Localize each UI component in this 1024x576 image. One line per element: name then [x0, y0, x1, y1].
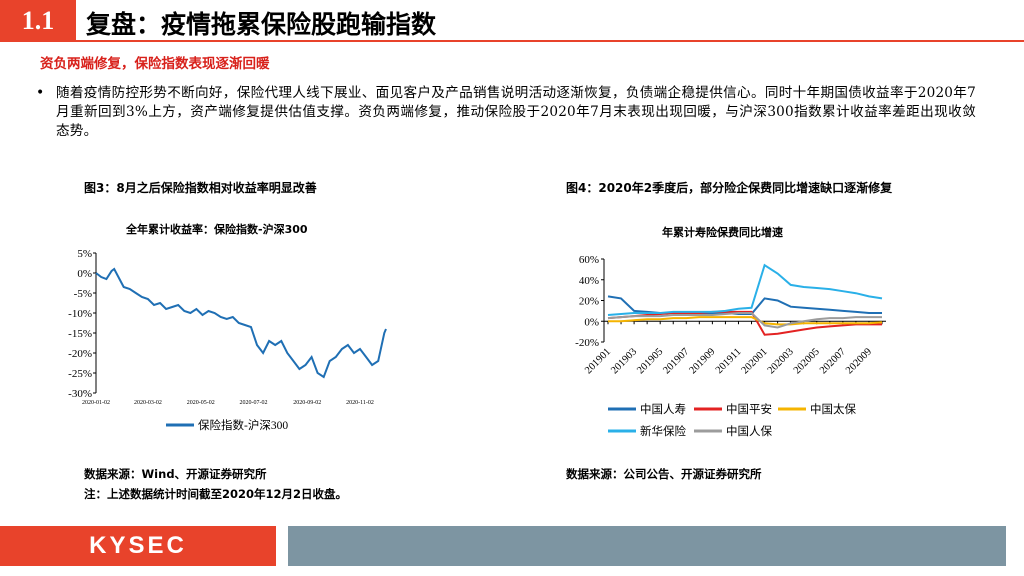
figure4-chart: 60%40%20%0%-20%2019012019032019052019072…	[575, 254, 886, 438]
legend-label: 中国人保	[726, 424, 772, 438]
figure4-chart-title: 年累计寿险保费同比增速	[662, 226, 783, 239]
x-tick-label: 2020-07-02	[240, 400, 268, 406]
series-line	[607, 312, 882, 329]
y-tick-label: 40%	[579, 275, 599, 287]
x-tick-label: 201901	[583, 346, 613, 376]
x-tick-label: 2020-03-02	[134, 400, 162, 406]
figure4-source: 数据来源：公司公告、开源证券研究所	[566, 467, 762, 481]
y-tick-label: -25%	[68, 368, 92, 380]
figure3-source: 数据来源：Wind、开源证券研究所	[84, 467, 267, 481]
bullet-marker: •	[36, 85, 45, 101]
kysec-logo: KYSEC	[0, 526, 276, 566]
body-paragraph: 随着疫情防控形势不断向好，保险代理人线下展业、面见客户及产品销售说明活动逐渐恢复…	[56, 85, 976, 139]
page-title: 复盘：疫情拖累保险股跑输指数	[86, 10, 437, 39]
figure3-caption: 图3：8月之后保险指数相对收益率明显改善	[84, 181, 317, 195]
y-tick-label: 0%	[77, 268, 92, 280]
x-tick-label: 201911	[714, 346, 744, 376]
section-number-badge: 1.1	[0, 0, 76, 42]
x-tick-label: 202007	[818, 346, 848, 376]
page-subtitle: 资负两端修复，保险指数表现逐渐回暖	[40, 56, 270, 72]
x-tick-label: 202005	[792, 346, 822, 376]
series-line	[607, 310, 882, 336]
x-tick-label: 201907	[661, 346, 691, 376]
x-tick-label: 2020-09-02	[293, 400, 321, 406]
y-tick-label: 60%	[579, 254, 599, 266]
x-tick-label: 2020-01-02	[82, 400, 110, 406]
y-tick-label: -15%	[68, 328, 92, 340]
y-tick-label: -20%	[575, 337, 599, 349]
series-line	[607, 263, 883, 316]
x-tick-label: 202003	[766, 346, 796, 376]
x-tick-label: 201903	[609, 346, 639, 376]
legend-label: 中国人寿	[640, 402, 686, 416]
x-tick-label: 201905	[635, 346, 665, 376]
figure3-note: 注：上述数据统计时间截至2020年12月2日收盘。	[84, 487, 348, 501]
figure3-chart-title: 全年累计收益率：保险指数-沪深300	[126, 223, 308, 236]
legend-label: 保险指数-沪深300	[198, 418, 288, 432]
y-tick-label: 5%	[77, 248, 92, 260]
figure3-chart: 5% 0% -5% -10% -15% -20% -25% -30%2020-01-02 202…	[68, 248, 387, 432]
y-tick-label: -10%	[68, 308, 92, 320]
footer-bar	[288, 526, 1006, 566]
y-tick-label: -20%	[68, 348, 92, 360]
title-underline	[76, 40, 1024, 42]
figure4-caption: 图4：2020年2季度后，部分险企保费同比增速缺口逐渐修复	[566, 181, 893, 195]
x-tick-label: 2020-11-02	[346, 400, 374, 406]
series-line	[608, 316, 883, 326]
series-line-insurance-minus-csi300	[95, 267, 387, 379]
legend-label: 中国平安	[726, 402, 772, 416]
y-tick-label: -5%	[74, 288, 92, 300]
y-tick-label: 0%	[584, 316, 599, 328]
legend-label: 中国太保	[810, 402, 856, 416]
x-tick-label: 202009	[844, 346, 874, 376]
x-tick-label: 2020-05-02	[187, 400, 215, 406]
y-tick-label: -30%	[68, 388, 92, 400]
y-tick-label: 20%	[579, 296, 599, 308]
legend-label: 新华保险	[640, 424, 686, 438]
x-tick-label: 202001	[740, 346, 770, 376]
x-tick-label: 201909	[687, 346, 717, 376]
